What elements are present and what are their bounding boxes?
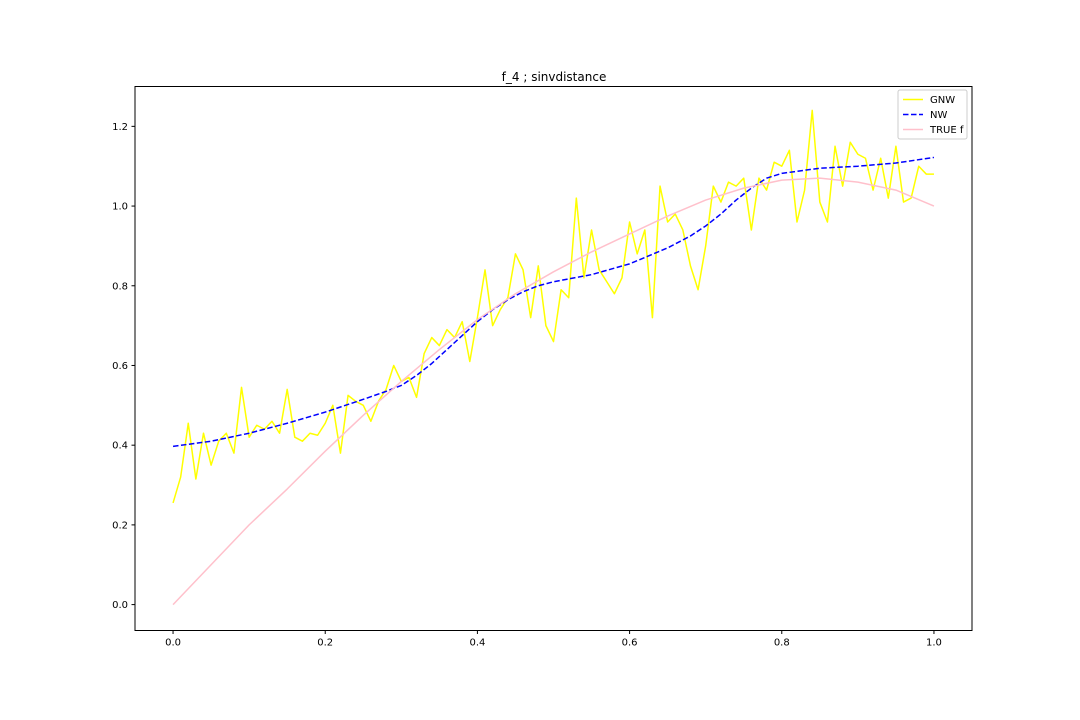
x-tick-label: 0.2 (317, 638, 333, 649)
series-line-true-f (172, 177, 935, 606)
series-line-nw (172, 156, 935, 448)
x-axis: 0.0 0.2 0.4 0.6 0.8 1.0 (165, 630, 942, 649)
plot-area-frame (134, 86, 973, 631)
y-tick-label: 0.2 (112, 520, 128, 531)
x-tick-label: 0.4 (469, 638, 485, 649)
x-tick-label: 0.6 (622, 638, 638, 649)
y-tick-label: 0.6 (112, 361, 128, 372)
legend-label: NW (930, 110, 947, 121)
chart-title: f_4 ; sinvdistance (502, 70, 607, 84)
series-line-gnw (172, 109, 934, 504)
legend-label: GNW (930, 95, 955, 106)
y-tick-label: 0.8 (112, 281, 128, 292)
legend-label: TRUE f (929, 125, 964, 136)
y-tick-label: 0.0 (112, 600, 128, 611)
y-axis: 0.0 0.2 0.4 0.6 0.8 1.0 1.2 (112, 122, 135, 611)
plot-series (172, 109, 935, 606)
x-tick-label: 0.0 (165, 638, 181, 649)
legend: GNW NW TRUE f (897, 89, 968, 140)
y-tick-label: 1.2 (112, 122, 128, 133)
x-tick-label: 0.8 (774, 638, 790, 649)
y-tick-label: 0.4 (112, 441, 128, 452)
legend-box (897, 89, 968, 140)
x-tick-label: 1.0 (926, 638, 942, 649)
y-tick-label: 1.0 (112, 202, 128, 213)
